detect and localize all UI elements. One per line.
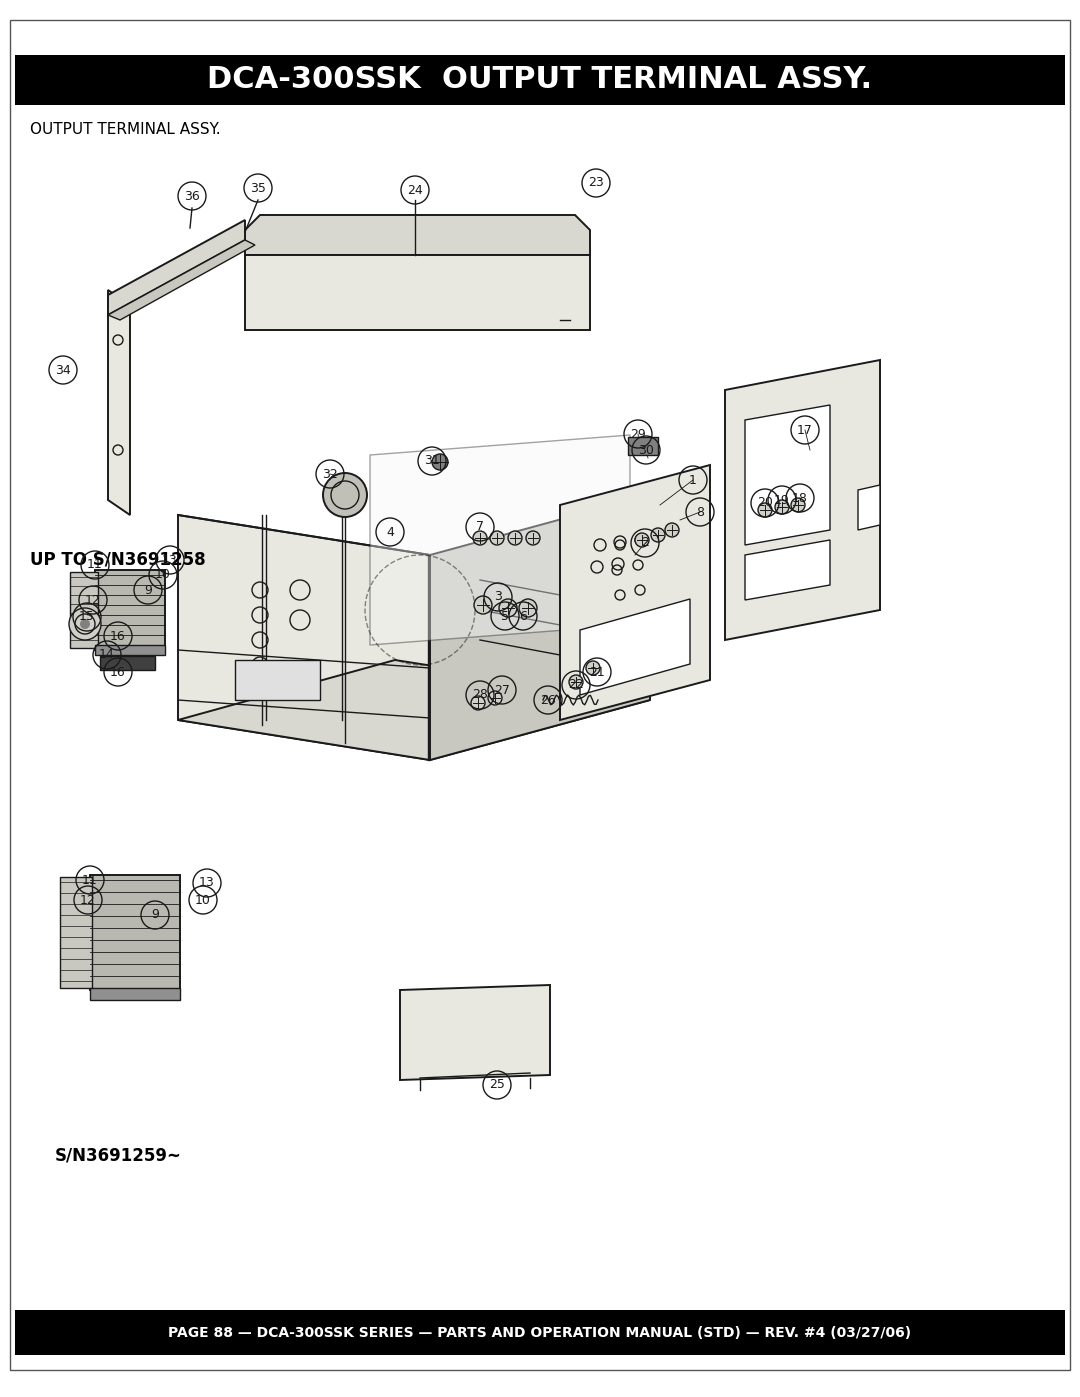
Text: 21: 21 <box>589 665 605 679</box>
Text: 34: 34 <box>55 363 71 377</box>
Polygon shape <box>95 570 165 650</box>
Text: UP TO S/N3691258: UP TO S/N3691258 <box>30 550 205 569</box>
Polygon shape <box>400 985 550 1080</box>
Text: 22: 22 <box>568 679 584 692</box>
Polygon shape <box>745 405 831 545</box>
Text: 19: 19 <box>774 493 789 507</box>
Polygon shape <box>108 219 245 314</box>
Circle shape <box>665 522 679 536</box>
Text: 10: 10 <box>156 569 171 581</box>
Polygon shape <box>95 645 165 655</box>
Circle shape <box>323 474 367 517</box>
Text: 6: 6 <box>519 609 527 623</box>
Text: 5: 5 <box>501 609 509 623</box>
Text: S/N3691259~: S/N3691259~ <box>55 1146 181 1164</box>
Circle shape <box>473 531 487 545</box>
Polygon shape <box>178 659 650 760</box>
Text: 20: 20 <box>757 496 773 510</box>
Text: 14: 14 <box>99 648 114 662</box>
Text: 16: 16 <box>110 630 126 643</box>
Text: 31: 31 <box>424 454 440 468</box>
Polygon shape <box>100 657 156 671</box>
Text: 2: 2 <box>642 536 649 549</box>
Circle shape <box>569 675 583 689</box>
Circle shape <box>519 599 537 617</box>
Text: 25: 25 <box>489 1078 505 1091</box>
Polygon shape <box>90 875 180 990</box>
Text: 15: 15 <box>79 610 95 623</box>
Text: 35: 35 <box>251 182 266 194</box>
Circle shape <box>635 534 649 548</box>
Text: 26: 26 <box>540 693 556 707</box>
Polygon shape <box>580 599 690 694</box>
Text: 1: 1 <box>689 474 697 486</box>
Circle shape <box>80 619 90 629</box>
Text: 24: 24 <box>407 183 423 197</box>
Text: 23: 23 <box>589 176 604 190</box>
Text: 10: 10 <box>195 894 211 907</box>
Text: 17: 17 <box>797 423 813 436</box>
Text: 3: 3 <box>494 591 502 604</box>
Text: 11: 11 <box>82 873 98 887</box>
Circle shape <box>499 599 517 617</box>
Text: 27: 27 <box>494 683 510 697</box>
Text: 12: 12 <box>85 594 100 606</box>
Text: 29: 29 <box>630 427 646 440</box>
Text: 13: 13 <box>199 876 215 890</box>
Polygon shape <box>90 988 180 1000</box>
Polygon shape <box>858 485 880 529</box>
Polygon shape <box>370 434 630 645</box>
Polygon shape <box>745 541 831 599</box>
Text: PAGE 88 — DCA-300SSK SERIES — PARTS AND OPERATION MANUAL (STD) — REV. #4 (03/27/: PAGE 88 — DCA-300SSK SERIES — PARTS AND … <box>168 1326 912 1340</box>
Circle shape <box>586 661 600 675</box>
Text: 9: 9 <box>144 584 152 597</box>
Polygon shape <box>627 437 658 455</box>
Polygon shape <box>430 495 650 760</box>
Circle shape <box>488 692 502 705</box>
Text: 11: 11 <box>87 559 103 571</box>
Text: 12: 12 <box>80 894 96 907</box>
Bar <box>15 54 1065 105</box>
Polygon shape <box>245 215 590 256</box>
Polygon shape <box>561 465 710 719</box>
Text: 13: 13 <box>162 553 178 567</box>
Circle shape <box>471 696 485 710</box>
Text: 16: 16 <box>110 665 126 679</box>
Circle shape <box>69 608 102 640</box>
Polygon shape <box>178 515 430 760</box>
Text: OUTPUT TERMINAL ASSY.: OUTPUT TERMINAL ASSY. <box>30 123 220 137</box>
Polygon shape <box>60 877 92 988</box>
Text: 8: 8 <box>696 506 704 518</box>
Circle shape <box>791 497 805 511</box>
Circle shape <box>758 503 772 517</box>
Circle shape <box>651 528 665 542</box>
Text: 9: 9 <box>151 908 159 922</box>
Text: 32: 32 <box>322 468 338 481</box>
Circle shape <box>508 531 522 545</box>
Text: 7: 7 <box>476 521 484 534</box>
Polygon shape <box>108 291 130 515</box>
Circle shape <box>775 500 789 514</box>
Text: 30: 30 <box>638 443 653 457</box>
Text: DCA-300SSK  OUTPUT TERMINAL ASSY.: DCA-300SSK OUTPUT TERMINAL ASSY. <box>207 66 873 95</box>
Polygon shape <box>70 571 98 648</box>
Polygon shape <box>725 360 880 640</box>
Text: 28: 28 <box>472 689 488 701</box>
Text: 36: 36 <box>184 190 200 203</box>
Circle shape <box>526 531 540 545</box>
Polygon shape <box>245 256 590 330</box>
Text: 18: 18 <box>792 492 808 504</box>
Circle shape <box>490 531 504 545</box>
Circle shape <box>432 454 448 469</box>
Circle shape <box>474 597 492 615</box>
Text: 4: 4 <box>386 525 394 538</box>
Polygon shape <box>235 659 320 700</box>
Polygon shape <box>108 240 255 320</box>
Bar <box>15 1310 1065 1355</box>
